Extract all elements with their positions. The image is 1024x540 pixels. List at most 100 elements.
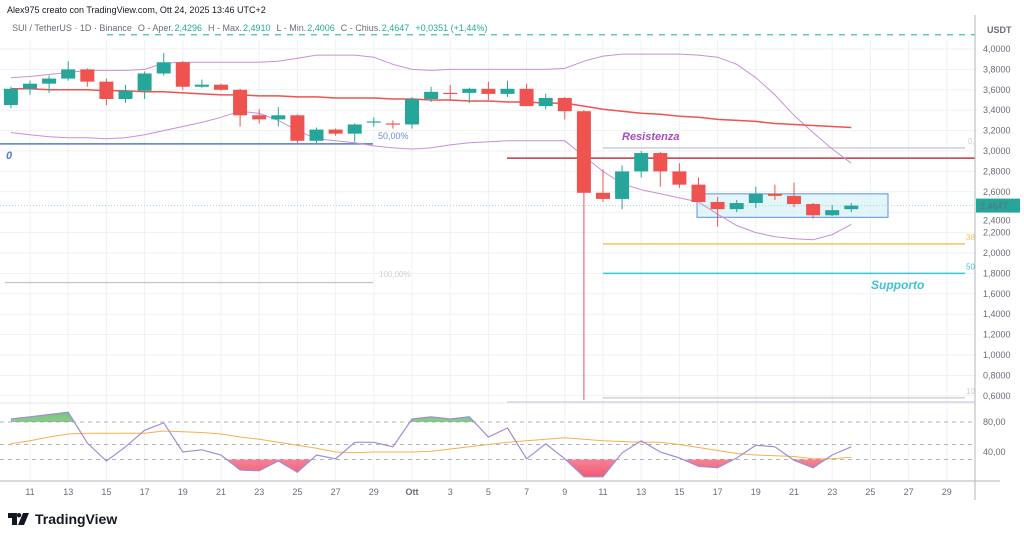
rsi-line <box>10 411 852 478</box>
time-tick-label: 17 <box>713 487 723 497</box>
price-tick-label: 1,6000 <box>983 289 1011 299</box>
candle-body-down <box>653 153 668 172</box>
price-tick-label: 2,4000 <box>983 216 1011 226</box>
price-axis-unit: USDT <box>987 25 1012 35</box>
open-label: O - Aper. <box>137 23 174 33</box>
candle-body-down <box>691 184 706 202</box>
close-label: C - Chius. <box>340 23 381 33</box>
low-label: L - Min. <box>276 23 307 33</box>
tradingview-logo-icon <box>8 513 29 525</box>
candle-body-down <box>328 129 343 134</box>
price-tick-label: 2,6000 <box>983 187 1011 197</box>
time-tick-label: 15 <box>674 487 684 497</box>
candle-body-down <box>252 115 267 120</box>
time-tick-label: 25 <box>292 487 302 497</box>
candle-body-down <box>672 171 687 185</box>
candle-body-up <box>3 88 18 106</box>
high-label: H - Max. <box>207 23 242 33</box>
rsi-pane <box>0 402 975 478</box>
price-tick-label: 2,8000 <box>983 166 1011 176</box>
price-tick-label: 1,4000 <box>983 309 1011 319</box>
low-value: 2,4006 <box>307 23 335 33</box>
fib-right-label-382: 38 <box>966 233 975 242</box>
symbol-label[interactable]: SUI / TetherUS · 1D · Binance <box>12 23 132 33</box>
candle-body-up <box>23 83 37 89</box>
rsi-tick-label: 80,00 <box>983 417 1006 427</box>
candle-body-up <box>462 88 477 93</box>
ohlc-legend: SUI / TetherUS · 1D · Binance O - Aper.2… <box>12 23 488 33</box>
close-value: 2,4647 <box>381 23 410 33</box>
candle-body-down <box>385 123 400 125</box>
candle-body-up <box>271 115 286 120</box>
time-tick-label: 21 <box>789 487 799 497</box>
time-tick-label: 13 <box>636 487 646 497</box>
candle-body-up <box>538 97 553 107</box>
price-tick-label: 1,0000 <box>983 350 1011 360</box>
candle-body-up <box>424 91 439 99</box>
candle-body-up <box>729 203 744 210</box>
tradingview-logo[interactable]: TradingView <box>8 511 117 527</box>
open-value: 2,4296 <box>174 23 202 33</box>
time-tick-label: 11 <box>598 487 607 497</box>
candle-body-down <box>175 62 190 87</box>
price-tick-label: 3,0000 <box>983 146 1011 156</box>
logo-text: TradingView <box>35 511 118 527</box>
price-tick-label: 4,0000 <box>983 44 1011 54</box>
rsi-tick-label: 40,00 <box>983 447 1006 457</box>
candle-body-up <box>366 121 381 123</box>
axes: USDT 4,0000 3,8000 3,6000 3,4000 3,2000 3,0000… <box>0 15 1020 500</box>
candle-body-up <box>405 98 419 125</box>
time-tick-label: 27 <box>904 487 914 497</box>
fib-right-label-50: 50 <box>966 262 975 271</box>
candle-body-down <box>787 195 801 205</box>
candle-body-down <box>214 84 228 90</box>
fib-left-label-50: 50,00% <box>378 131 409 141</box>
candle-body-down <box>557 97 572 112</box>
time-tick-label: 23 <box>254 487 264 497</box>
candle-body-down <box>806 204 821 216</box>
fib-left-label-100: 100,00% <box>379 270 411 279</box>
price-tick-label: 3,8000 <box>983 64 1011 74</box>
candles <box>3 53 859 400</box>
price-tick-label: 2,2000 <box>983 228 1011 238</box>
time-tick-label: 13 <box>63 487 73 497</box>
candle-body-up <box>156 62 171 74</box>
price-tick-label: 3,4000 <box>983 105 1011 115</box>
time-tick-label: 19 <box>751 487 761 497</box>
last-price-label: 2,4647 <box>980 201 1008 211</box>
candle-body-up <box>634 153 649 172</box>
candle-body-up <box>137 73 152 91</box>
candle-body-up <box>500 88 515 94</box>
candle-body-down <box>767 193 782 196</box>
last-price-badge <box>976 198 1020 213</box>
candle-body-down <box>481 88 496 94</box>
candle-body-up <box>61 69 76 79</box>
candle-body-down <box>290 115 305 141</box>
price-tick-label: 0,6000 <box>983 391 1011 401</box>
time-tick-label: 7 <box>524 487 529 497</box>
price-tick-label: 2,0000 <box>983 248 1011 258</box>
candle-body-up <box>309 129 324 141</box>
resistance-label: Resistenza <box>622 131 679 143</box>
bollinger-upper-line <box>10 53 852 164</box>
time-tick-label: 29 <box>942 487 952 497</box>
time-tick-label: 29 <box>369 487 379 497</box>
time-tick-label: 19 <box>178 487 188 497</box>
candle-body-down <box>99 81 114 99</box>
change-value: +0,0351 (+1,44%) <box>415 23 488 33</box>
support-label: Supporto <box>871 278 924 292</box>
candle-body-up <box>347 124 362 134</box>
candle-body-up <box>42 78 57 84</box>
candle-body-down <box>596 192 610 199</box>
grid <box>0 40 975 481</box>
candle-body-down <box>710 202 725 210</box>
fib-left-label-0: 0 <box>6 150 13 162</box>
bollinger-lower-line <box>10 110 852 241</box>
price-tick-label: 3,6000 <box>983 85 1011 95</box>
candle-body-up <box>748 193 763 204</box>
fib-right-label-100: 10 <box>966 387 975 396</box>
rsi-signal-line <box>10 430 852 460</box>
time-tick-label: 23 <box>827 487 837 497</box>
candle-body-up <box>615 171 630 199</box>
